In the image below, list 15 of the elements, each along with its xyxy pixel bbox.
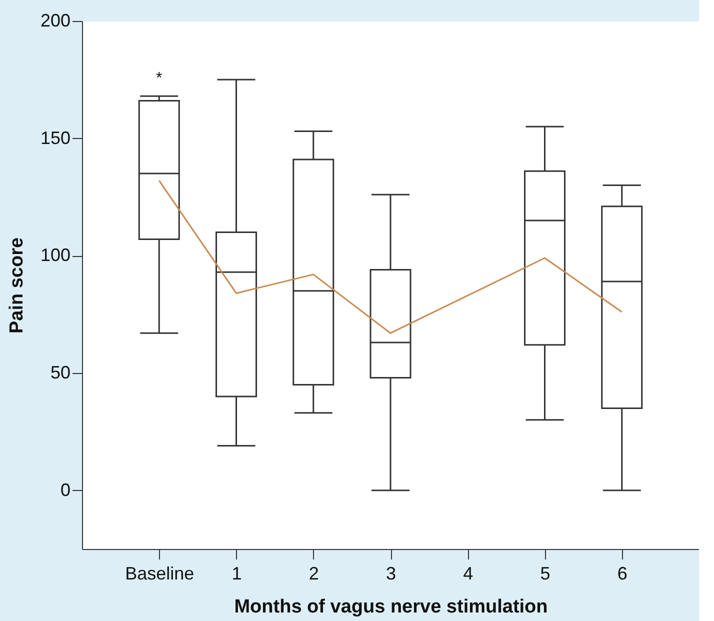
y-axis-title: Pain score bbox=[6, 237, 28, 334]
x-axis-title: Months of vagus nerve stimulation bbox=[234, 596, 548, 618]
x-tick-label: 3 bbox=[386, 564, 396, 584]
x-tick-label: 4 bbox=[463, 564, 474, 584]
y-tick-label: 0 bbox=[60, 480, 70, 500]
annotation: * bbox=[156, 70, 162, 88]
x-tick-label: Baseline bbox=[125, 564, 194, 584]
y-tick-label: 200 bbox=[40, 10, 70, 30]
y-tick-label: 150 bbox=[40, 128, 70, 148]
x-tick-label: 5 bbox=[540, 564, 550, 584]
x-tick-label: 2 bbox=[308, 564, 319, 584]
x-tick-label: 6 bbox=[617, 564, 628, 584]
x-tick-label: 1 bbox=[232, 564, 242, 584]
y-tick-label: 100 bbox=[40, 245, 70, 266]
y-tick-label: 50 bbox=[50, 362, 70, 382]
